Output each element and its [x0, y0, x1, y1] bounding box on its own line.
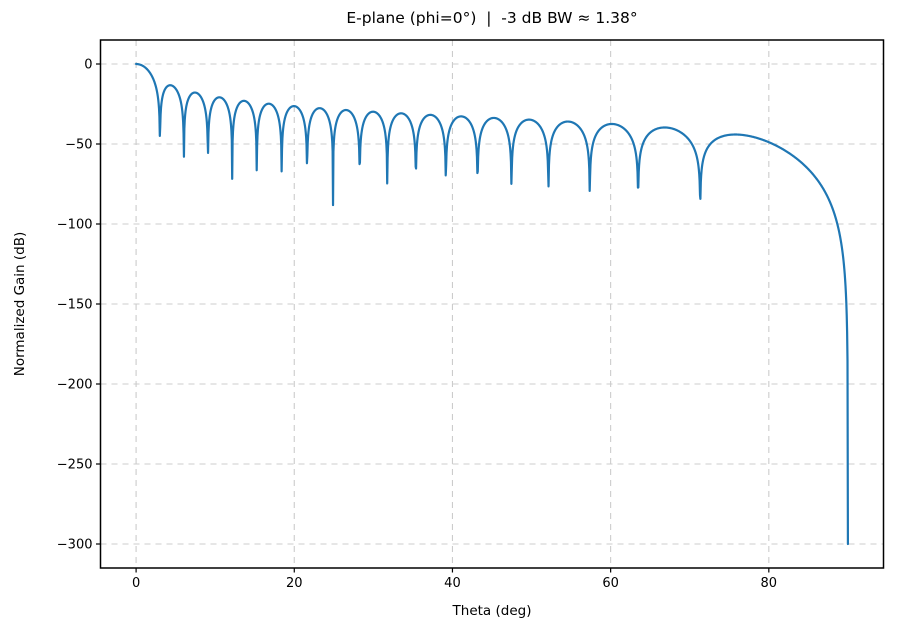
chart-title: E-plane (phi=0°) | -3 dB BW ≈ 1.38° [346, 9, 638, 27]
y-tick-label: −100 [57, 218, 93, 233]
gain-curve [134, 62, 850, 546]
y-tick-label: −150 [57, 298, 93, 313]
plot-area-border [99, 39, 885, 569]
y-tick-label: −250 [57, 458, 93, 473]
x-tick-label: 20 [286, 576, 303, 591]
y-tick-label: −200 [57, 378, 93, 393]
curve-group [134, 62, 850, 546]
y-tick-label: −300 [57, 538, 93, 553]
y-tick-label: 0 [84, 58, 92, 73]
x-tick-label: 60 [602, 576, 619, 591]
axis-ticks [96, 63, 770, 573]
x-tick-label: 80 [761, 576, 778, 591]
y-tick-label: −50 [65, 138, 92, 153]
tick-labels: 0 20 40 60 80 0 −50 −100 −150 −200 −250 −300 [57, 58, 777, 592]
gridlines [100, 40, 884, 568]
x-tick-label: 0 [132, 576, 140, 591]
x-axis-label: Theta (deg) [452, 603, 532, 619]
y-axis-label: Normalized Gain (dB) [12, 231, 28, 377]
x-tick-label: 40 [444, 576, 461, 591]
